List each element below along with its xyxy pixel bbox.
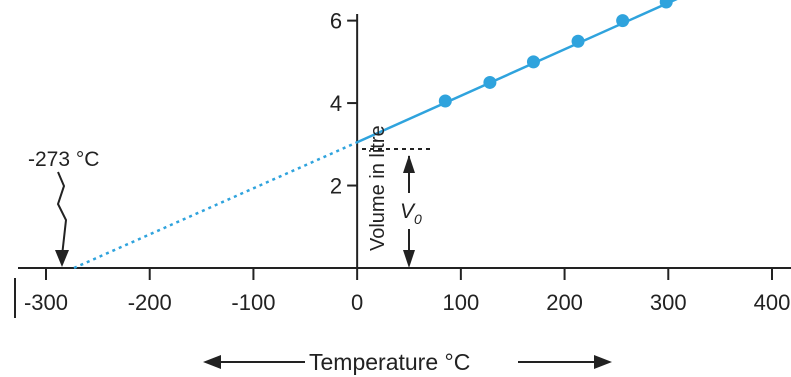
- data-point: [526, 55, 540, 69]
- fit-lines: [73, 0, 678, 270]
- y-axis-label: Volume in litre: [367, 125, 389, 251]
- annotations: -273 °C V0: [28, 148, 432, 268]
- x-tick-label: -300: [24, 290, 68, 315]
- x-tick-label: -100: [231, 290, 275, 315]
- x-tick-label: 400: [754, 290, 791, 315]
- x-tick-label: -200: [128, 290, 172, 315]
- absolute-zero-arrow: [56, 171, 68, 257]
- data-point: [571, 34, 585, 48]
- x-axis-label: Temperature °C: [309, 349, 470, 375]
- v0-label: V0: [400, 200, 422, 227]
- absolute-zero-arrowhead: [55, 250, 69, 267]
- x-label-left-arrowhead: [203, 355, 221, 369]
- data-point: [659, 0, 673, 9]
- axes: [18, 14, 791, 269]
- x-label-right-arrowhead: [594, 355, 612, 369]
- x-tick-label: 0: [351, 290, 363, 315]
- absolute-zero-label: -273 °C: [28, 148, 99, 171]
- v0-arrow-up: [403, 155, 415, 173]
- y-tick-label: 2: [330, 174, 342, 199]
- data-point: [483, 75, 497, 89]
- extrapolation-line: [73, 141, 358, 270]
- y-tick-label: 6: [330, 9, 342, 34]
- data-point: [438, 94, 452, 108]
- x-tick-label: 300: [650, 290, 687, 315]
- x-tick-label: 100: [442, 290, 479, 315]
- y-tick-label: 4: [330, 91, 342, 116]
- fit-line: [356, 0, 678, 144]
- data-point: [616, 14, 630, 28]
- v0-arrow-down: [403, 250, 415, 268]
- x-axis-label-group: Temperature °C: [203, 349, 612, 375]
- ticks: -300 -200 -100 0 100 200 300 400 2 4 6: [14, 9, 791, 318]
- v0-label-background: [399, 193, 423, 229]
- x-tick-label: 200: [546, 290, 583, 315]
- data-points: [438, 0, 673, 108]
